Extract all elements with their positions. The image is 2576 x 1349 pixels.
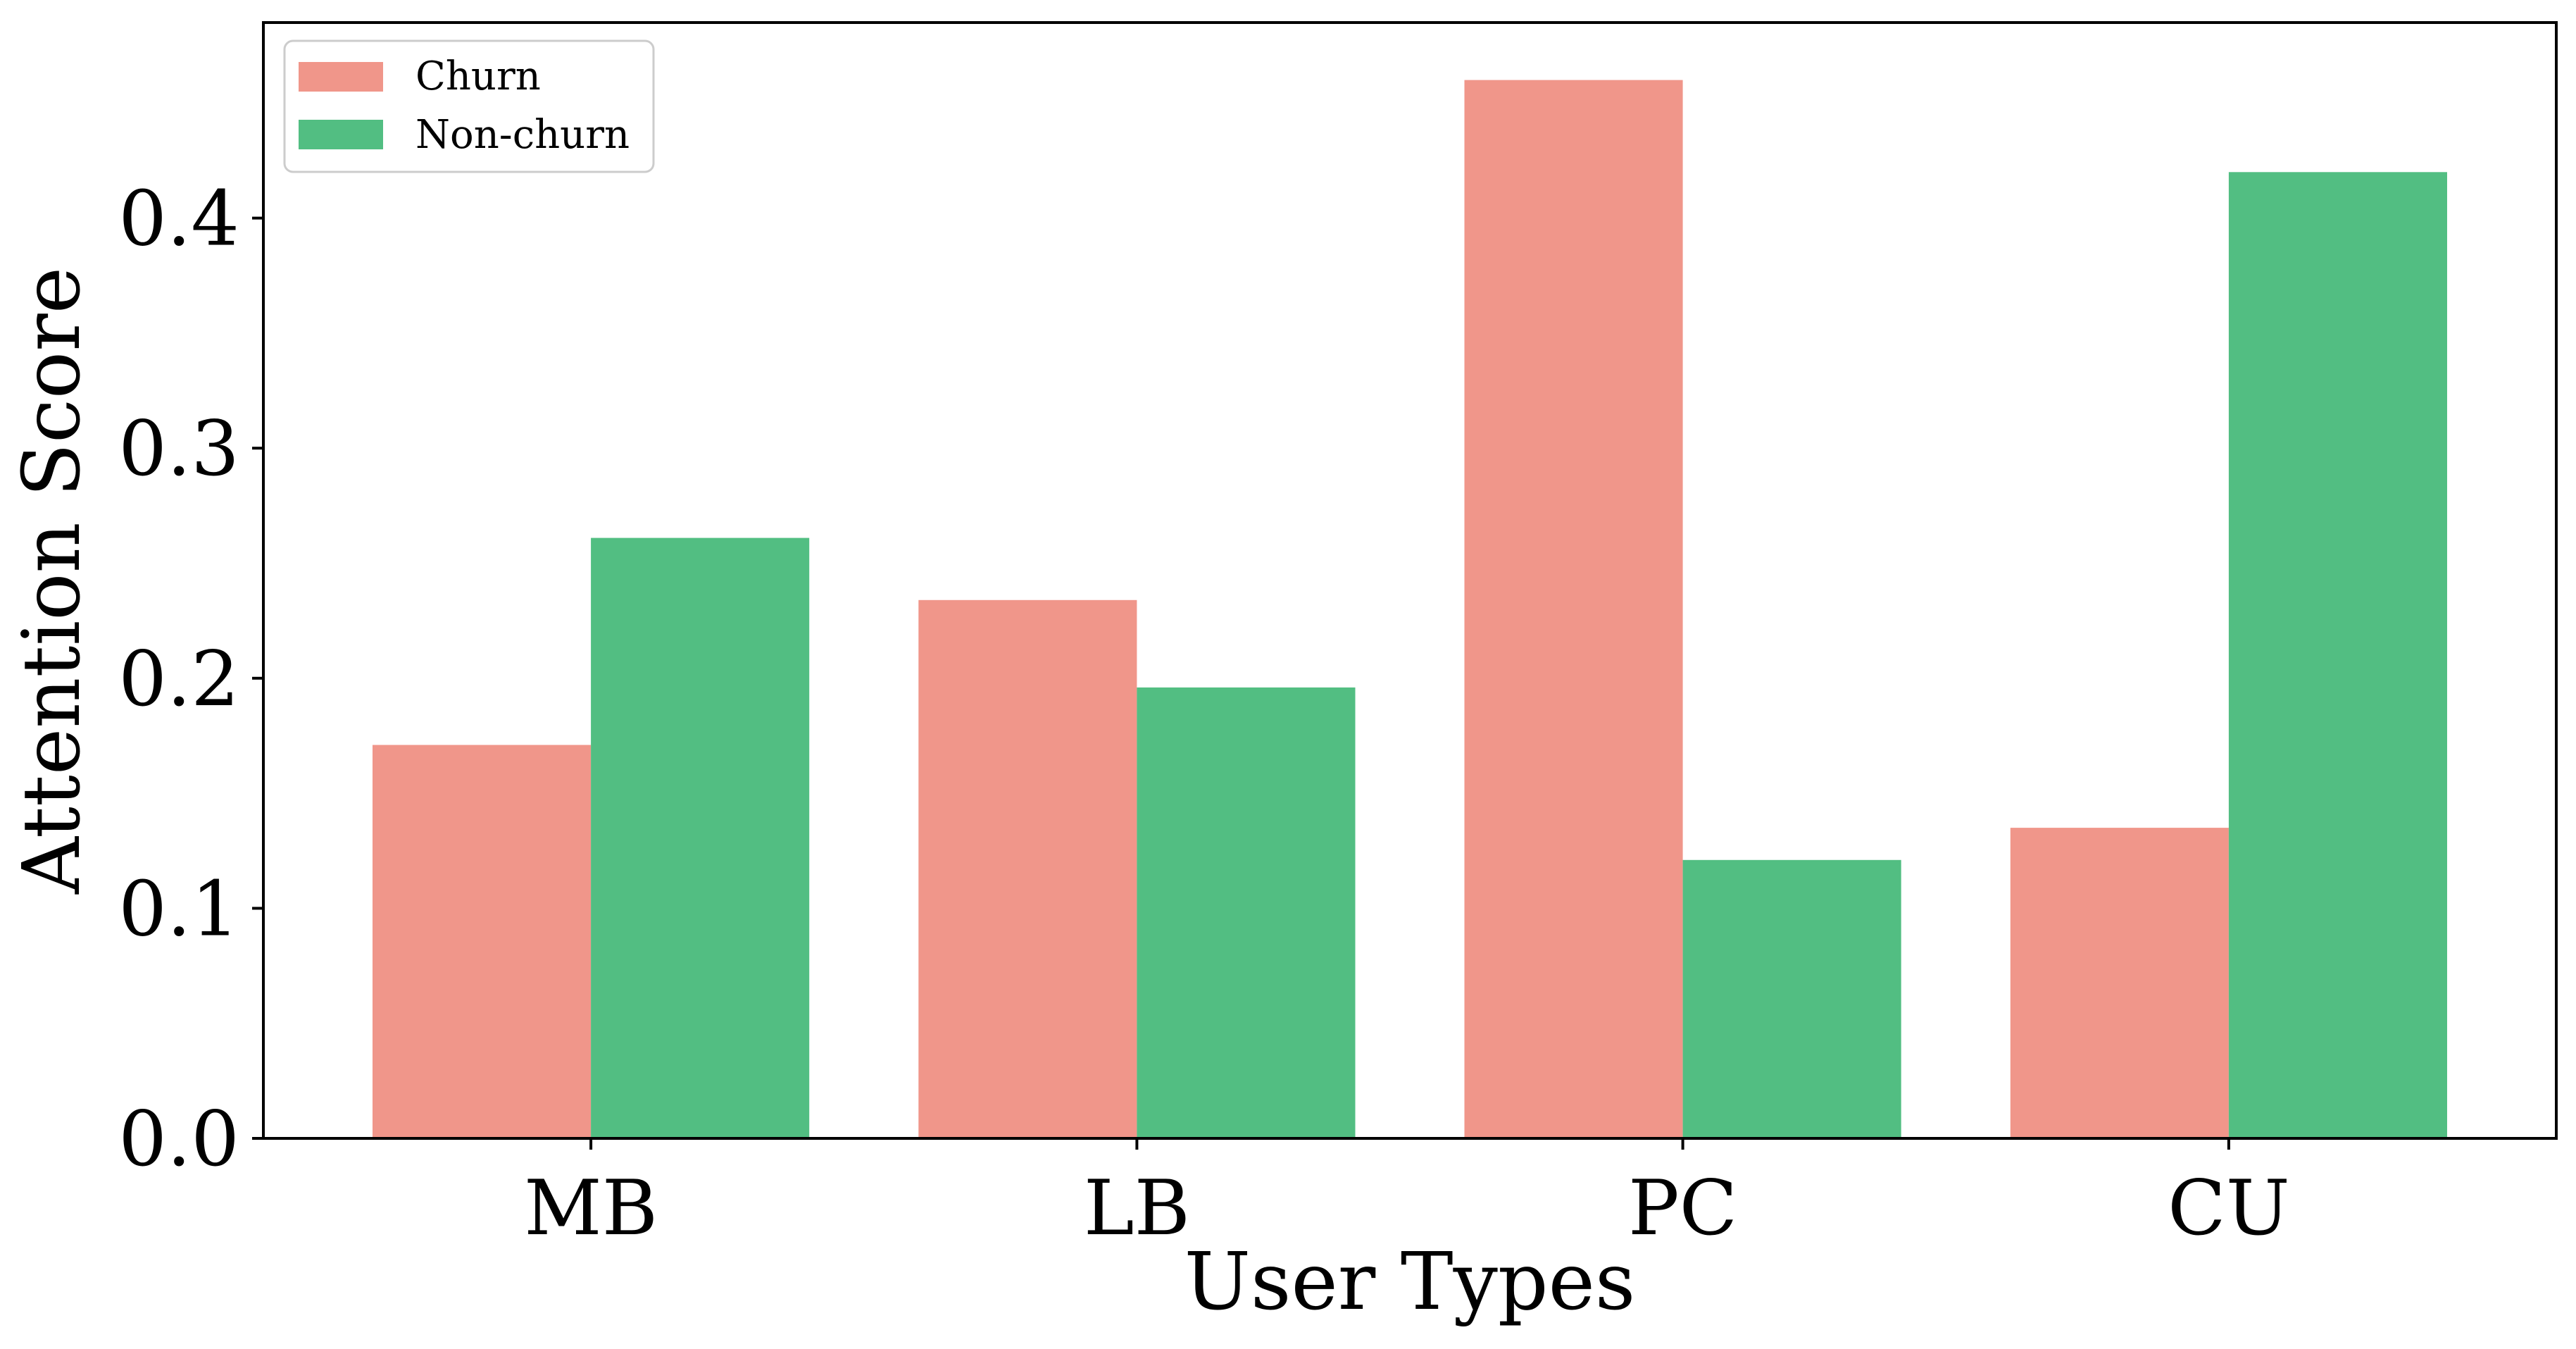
x-axis: MB LB PC CU xyxy=(524,1138,2290,1252)
y-tick-label: 0.1 xyxy=(118,865,239,953)
y-axis: 0.0 0.1 0.2 0.3 0.4 xyxy=(118,175,263,1183)
bar-non-churn-lb xyxy=(1137,687,1356,1138)
x-tick-label-pc: PC xyxy=(1628,1164,1737,1252)
legend: Churn Non-churn xyxy=(283,39,655,173)
x-tick-label-lb: LB xyxy=(1084,1164,1190,1252)
x-tick-label-cu: CU xyxy=(2168,1164,2290,1252)
x-tick-label-mb: MB xyxy=(524,1164,658,1252)
bar-non-churn-cu xyxy=(2228,172,2447,1138)
bar-churn-lb xyxy=(918,599,1137,1138)
legend-swatch-churn xyxy=(299,62,383,92)
bar-churn-pc xyxy=(1464,80,1683,1139)
x-axis-title: User Types xyxy=(1184,1236,1636,1328)
bar-churn-cu xyxy=(2010,828,2229,1138)
y-tick-label: 0.4 xyxy=(118,175,239,263)
bar-non-churn-pc xyxy=(1682,859,1901,1138)
y-tick-label: 0.0 xyxy=(118,1095,239,1183)
bars-layer xyxy=(373,80,2447,1139)
bar-non-churn-mb xyxy=(591,537,810,1138)
y-axis-title: Attention Score xyxy=(6,267,98,895)
y-tick-label: 0.2 xyxy=(118,635,239,723)
legend-label-non-churn: Non-churn xyxy=(415,112,630,158)
plot-frame xyxy=(262,21,2558,1140)
bar-churn-mb xyxy=(373,745,592,1138)
y-tick-label: 0.3 xyxy=(118,405,239,493)
legend-swatch-non-churn xyxy=(299,120,383,149)
legend-label-churn: Churn xyxy=(415,54,541,99)
